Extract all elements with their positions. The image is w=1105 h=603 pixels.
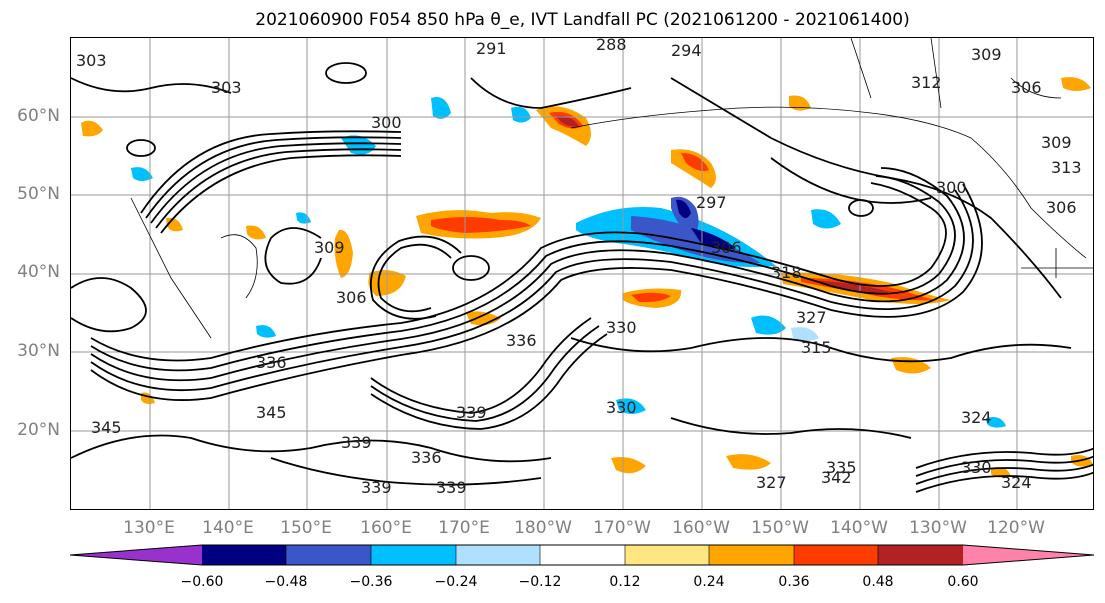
lat-label-30n: 30°N	[17, 341, 60, 361]
lon-label-120w: 120°W	[987, 518, 1045, 538]
colorbar-bin	[202, 545, 287, 565]
theta-e-contours	[71, 62, 1093, 493]
map-panel: 303 291 288 294 303 309 306 312 300 309 …	[70, 37, 1094, 510]
colorbar-tick: 0.48	[862, 574, 894, 590]
colorbar-tick: 0.12	[609, 574, 641, 590]
lon-label-140w: 140°W	[830, 518, 888, 538]
lon-label-130w: 130°W	[909, 518, 967, 538]
colorbar-tick: −0.48	[264, 574, 308, 590]
colorbar-bin	[371, 545, 457, 565]
contour-label: 336	[411, 448, 442, 467]
graticule	[71, 38, 1093, 509]
lon-label-170w: 170°W	[593, 518, 651, 538]
contour-label: 345	[91, 418, 122, 437]
colorbar-tick: 0.24	[693, 574, 725, 590]
contour-label: 335	[826, 458, 857, 477]
contour-label: 339	[361, 478, 392, 497]
contour-label: 297	[696, 193, 727, 212]
contour-label: 309	[971, 45, 1002, 64]
contour-label: 306	[711, 238, 742, 257]
colorbar-bin	[709, 545, 795, 565]
contour-label: 330	[606, 398, 637, 417]
colorbar-bin	[878, 545, 964, 565]
lat-label-40n: 40°N	[17, 262, 60, 282]
colorbar-bin	[456, 545, 541, 565]
contour-label: 339	[341, 433, 372, 452]
map-title: 2021060900 F054 850 hPa θ_e, IVT Landfal…	[255, 10, 910, 30]
contour-label: 309	[1041, 133, 1072, 152]
lon-label-130e: 130°E	[123, 518, 175, 538]
contour-label: 342	[821, 468, 852, 487]
lat-label-20n: 20°N	[17, 420, 60, 440]
lat-label-60n: 60°N	[17, 106, 60, 126]
contour-label: 303	[76, 51, 107, 70]
contour-label: 330	[961, 458, 992, 477]
contour-label: 309	[314, 238, 345, 257]
contour-label: 300	[936, 178, 967, 197]
contour-label: 312	[911, 73, 942, 92]
contour-label: 345	[256, 403, 287, 422]
contour-label: 336	[506, 331, 537, 350]
colorbar-tick: −0.36	[349, 574, 393, 590]
negative-shading	[131, 97, 1006, 428]
contour-label: 339	[456, 403, 487, 422]
contour-label: 288	[596, 38, 627, 54]
contour-label-group: 303 291 288 294 303 309 306 312 300 309 …	[76, 38, 1082, 497]
lon-label-140e: 140°E	[202, 518, 254, 538]
contour-label: 336	[256, 353, 287, 372]
contour-label: 324	[1001, 473, 1032, 492]
colorbar-tick: −0.24	[434, 574, 478, 590]
lon-label-150w: 150°W	[751, 518, 809, 538]
contour-label: 327	[796, 308, 827, 327]
lon-label-160w: 160°W	[672, 518, 730, 538]
contour-label: 327	[756, 473, 787, 492]
contour-label: 330	[606, 318, 637, 337]
colorbar-bin	[625, 545, 710, 565]
map-canvas: 303 291 288 294 303 309 306 312 300 309 …	[71, 38, 1093, 509]
contour-label: 318	[771, 263, 802, 282]
lat-label-50n: 50°N	[17, 184, 60, 204]
colorbar-tick: −0.60	[180, 574, 224, 590]
colorbar	[70, 544, 1094, 566]
contour-label: 324	[961, 408, 992, 427]
colorbar-tick: 0.36	[778, 574, 810, 590]
lon-label-150e: 150°E	[280, 518, 332, 538]
colorbar-extend-min	[70, 545, 202, 565]
contour-label: 315	[801, 338, 832, 357]
colorbar-bin	[540, 545, 626, 565]
contour-label: 294	[671, 41, 702, 60]
contour-label: 291	[476, 39, 507, 58]
lon-label-180w: 180°W	[514, 518, 572, 538]
colorbar-tick: −0.12	[518, 574, 562, 590]
contour-label: 303	[211, 78, 242, 97]
lon-label-160e: 160°E	[360, 518, 412, 538]
contour-label: 339	[436, 478, 467, 497]
lon-label-170e: 170°E	[438, 518, 490, 538]
colorbar-extend-max	[963, 545, 1094, 565]
colorbar-bin	[286, 545, 372, 565]
colorbar-bin	[794, 545, 879, 565]
colorbar-tick: 0.60	[947, 574, 979, 590]
contour-label: 300	[371, 113, 402, 132]
contour-label: 313	[1051, 158, 1082, 177]
contour-label: 306	[1046, 198, 1077, 217]
positive-shading	[81, 77, 1093, 478]
contour-label: 306	[336, 288, 367, 307]
contour-label: 306	[1011, 78, 1042, 97]
coastlines	[130, 38, 1093, 339]
